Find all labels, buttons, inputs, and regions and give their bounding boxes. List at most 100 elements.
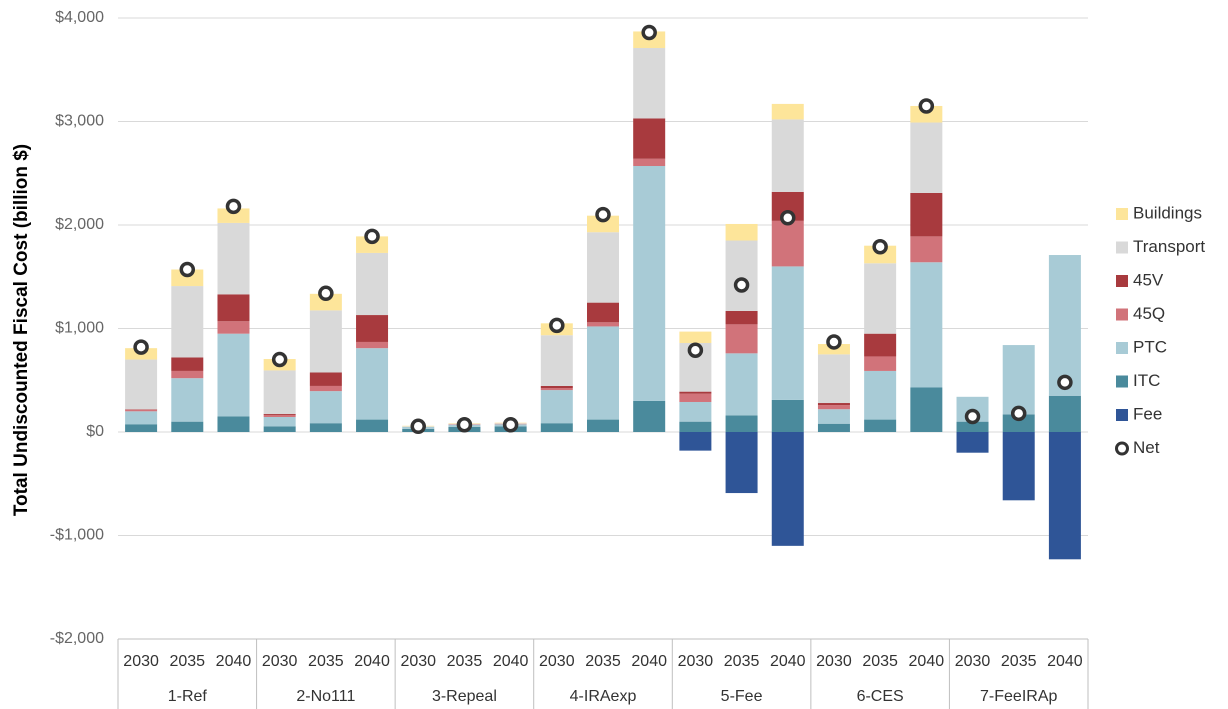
bar-segment	[1002, 345, 1035, 415]
x-tick-label: 2035	[862, 653, 898, 670]
bar-segment	[309, 391, 342, 424]
x-tick-label: 2040	[1047, 653, 1083, 670]
bar-segment	[540, 388, 573, 391]
x-tick-label: 2035	[447, 653, 483, 670]
net-marker	[595, 206, 611, 223]
bar-segment	[125, 359, 158, 410]
bar-segment	[540, 385, 573, 389]
bar-segment	[217, 416, 250, 432]
bar-segment	[309, 310, 342, 373]
bar-segment	[125, 409, 158, 410]
bar-segment	[263, 413, 296, 415]
bar-segment	[356, 348, 389, 420]
bar-segment	[263, 416, 296, 427]
bar-segment	[125, 409, 158, 412]
bar-segment	[540, 335, 573, 386]
bar-segment	[725, 432, 758, 494]
bar-segment	[817, 354, 850, 404]
bar-segment	[356, 315, 389, 342]
net-marker	[549, 317, 565, 334]
bar-segment	[309, 293, 342, 311]
bar-segment	[910, 262, 943, 388]
x-tick-label: 2030	[400, 653, 436, 670]
bar-segment	[587, 302, 619, 323]
group-label: 6-CES	[857, 688, 904, 705]
bar-segment	[679, 391, 712, 394]
net-marker	[964, 408, 981, 425]
bar-segment	[910, 236, 943, 263]
bar-segment	[356, 341, 389, 349]
bar-segment	[1048, 255, 1081, 396]
bar-segment	[1002, 432, 1035, 501]
legend-swatch	[1116, 375, 1128, 388]
bar-segment	[910, 105, 943, 123]
legend-swatch	[1116, 241, 1128, 254]
x-tick-label: 2030	[955, 653, 991, 670]
bar-segment	[587, 322, 619, 327]
bar-segment	[725, 324, 758, 354]
bar-segment	[633, 118, 666, 159]
group-label: 2-No111	[296, 688, 355, 705]
legend-label: Net	[1133, 438, 1160, 457]
bar-segment	[217, 294, 250, 322]
net-marker	[502, 417, 519, 433]
y-tick-label: $0	[86, 423, 104, 440]
y-tick-label: $3,000	[55, 113, 104, 130]
x-tick-label: 2030	[816, 653, 852, 670]
bar-segment	[771, 220, 804, 267]
bar-segment	[679, 393, 712, 402]
bar-segment	[771, 399, 804, 432]
bar-segment	[771, 266, 804, 400]
legend-swatch	[1116, 275, 1128, 287]
net-marker	[1057, 374, 1073, 391]
bar-segment	[725, 353, 758, 416]
net-marker	[641, 24, 657, 41]
net-marker	[1010, 405, 1027, 422]
x-tick-label: 2040	[770, 653, 806, 670]
x-tick-label: 2040	[493, 653, 529, 670]
bar-segment	[679, 432, 712, 451]
bar-segment	[309, 423, 342, 432]
bar-segment	[956, 432, 989, 453]
bar-segment	[817, 423, 850, 432]
group-label: 7-FeeIRAp	[980, 688, 1057, 705]
bar-segment	[217, 333, 250, 417]
bar-segment	[587, 419, 619, 432]
net-marker	[826, 334, 842, 350]
net-marker	[133, 339, 149, 355]
bar-segment	[725, 310, 758, 325]
bar-segment	[356, 252, 389, 316]
bar-segment	[540, 423, 573, 432]
bar-segment	[171, 286, 204, 358]
bar-segment	[587, 215, 619, 233]
x-tick-label: 2040	[354, 653, 390, 670]
bar-segment	[217, 208, 250, 223]
y-axis-label: Total Undiscounted Fiscal Cost (billion …	[11, 144, 32, 516]
group-label: 3-Repeal	[432, 688, 497, 705]
bar-segment	[725, 240, 758, 311]
bar-segment	[725, 415, 758, 432]
bar-segment	[725, 223, 758, 241]
net-marker	[687, 342, 704, 358]
bar-segment	[817, 403, 850, 406]
group-label: 1-Ref	[168, 688, 208, 705]
bar-segment	[633, 166, 666, 401]
net-marker	[872, 238, 888, 255]
x-tick-label: 2035	[1001, 653, 1037, 670]
bar-segment	[771, 103, 804, 120]
y-tick-label: $1,000	[55, 320, 104, 337]
net-marker	[780, 210, 796, 226]
bar-segment	[1048, 395, 1081, 432]
bar-segment	[817, 409, 850, 424]
legend-label: 45V	[1133, 270, 1164, 289]
legend-label: Buildings	[1133, 203, 1202, 222]
legend-swatch	[1116, 308, 1128, 321]
bar-segment	[771, 119, 804, 192]
net-marker	[271, 351, 288, 368]
bar-segment	[217, 222, 250, 295]
bar-segment	[171, 269, 204, 287]
y-tick-label: -$1,000	[50, 527, 104, 544]
bar-segment	[171, 378, 204, 422]
bar-segment	[125, 424, 158, 432]
